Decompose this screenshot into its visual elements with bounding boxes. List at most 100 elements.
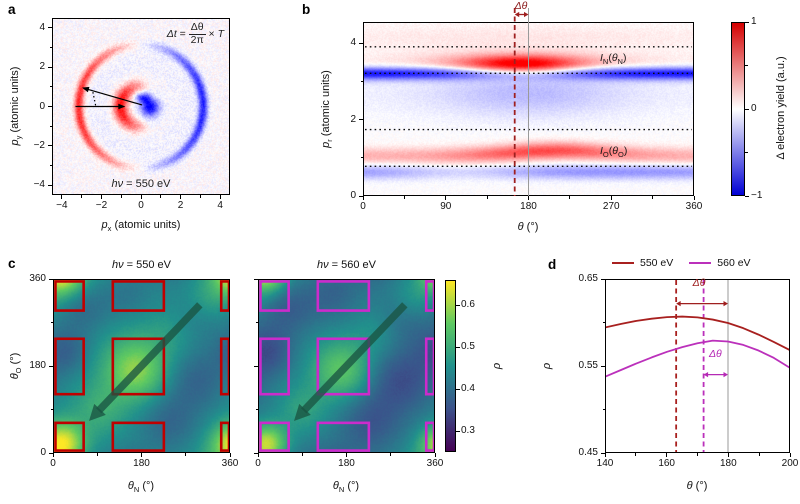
tick-label: 360: [29, 273, 46, 284]
panel-d-xlabel: θ (°): [686, 480, 708, 492]
rho-map-560-plot: [258, 279, 435, 453]
intensity-label-O: IO(θO): [600, 145, 628, 160]
tick-label: 4: [350, 37, 356, 49]
panel-c-left-xlabel: θN (°): [127, 480, 155, 495]
tick-mark: [141, 453, 142, 457]
tick-label: 2: [177, 200, 184, 211]
tick-mark: [160, 195, 162, 198]
tick-label: 90: [440, 201, 452, 212]
tick-mark: [52, 453, 54, 457]
tick-mark: [569, 196, 571, 199]
tick-label: 180: [29, 360, 46, 371]
panel-c-colorbar-label: ρ: [491, 362, 503, 370]
tick-mark: [360, 80, 363, 82]
tick-label: 0.45: [578, 447, 598, 458]
intensity-label-N: IN(θN): [600, 52, 627, 67]
rho-line-svg: [606, 280, 789, 452]
tick-mark: [199, 195, 201, 198]
tick-mark: [403, 196, 405, 199]
tick-mark: [601, 278, 605, 280]
tick-mark: [745, 152, 748, 153]
tick-mark: [140, 195, 142, 199]
legend-swatch-550: [612, 262, 634, 265]
tick-label: 0: [360, 201, 366, 212]
tick-mark: [362, 196, 364, 200]
rho-line-plot: [605, 279, 790, 453]
tick-mark: [758, 453, 760, 456]
tick-mark: [255, 322, 258, 323]
panel-b-ylabel: pr (atomic units): [319, 70, 335, 148]
tick-label: 180: [719, 458, 737, 469]
tick-mark: [49, 452, 53, 454]
tick-mark: [456, 430, 460, 432]
legend-swatch-560: [689, 262, 712, 265]
rho-map-550-overlay: [54, 280, 229, 452]
tick-label: 360: [221, 458, 239, 469]
tick-label: 0.65: [578, 273, 598, 284]
tick-mark: [789, 453, 791, 457]
tick-label: 360: [426, 458, 444, 469]
panel-d-label: d: [548, 257, 557, 272]
tick-mark: [301, 453, 303, 456]
tick-mark: [254, 278, 258, 280]
tick-mark: [96, 453, 98, 456]
tick-mark: [48, 106, 52, 107]
delay-equation: Δt = Δθ 2π × T: [166, 21, 224, 46]
tick-mark: [180, 195, 182, 199]
tick-label: 180: [338, 458, 355, 469]
tick-label: 0: [39, 100, 45, 112]
tick-mark: [50, 322, 53, 323]
tick-mark: [254, 452, 258, 454]
tick-mark: [61, 195, 63, 199]
tick-label: 0.55: [578, 360, 598, 371]
tick-label: −4: [56, 200, 68, 211]
tick-mark: [635, 453, 637, 456]
panel-a-plot: Δt = Δθ 2π × T hν = 550 eV: [52, 18, 230, 195]
tick-label: 1: [751, 16, 757, 27]
tick-mark: [100, 195, 102, 199]
tick-mark: [49, 86, 52, 88]
delta-theta-label-560: Δθ: [709, 348, 722, 361]
tick-mark: [48, 145, 52, 147]
tick-mark: [48, 27, 52, 29]
tick-mark: [49, 365, 53, 367]
tick-mark: [359, 195, 363, 197]
tick-label: 140: [596, 458, 614, 469]
tick-mark: [745, 65, 748, 66]
tick-mark: [528, 196, 529, 200]
tick-label: 0.3: [461, 425, 475, 437]
tick-mark: [255, 409, 258, 410]
tick-mark: [360, 157, 363, 159]
tick-mark: [602, 322, 605, 323]
legend-label-550: 550 eV: [640, 257, 674, 269]
tick-mark: [745, 21, 749, 23]
tick-label: 0: [40, 447, 46, 458]
legend-item-550: 550 eV: [612, 257, 673, 269]
tick-label: 2: [350, 113, 356, 125]
tick-mark: [604, 453, 606, 457]
panel-c-right-xlabel: θN (°): [332, 480, 360, 495]
tick-mark: [602, 409, 605, 410]
panel-b-plot: [363, 22, 694, 196]
tick-mark: [693, 196, 695, 200]
tick-mark: [81, 195, 83, 198]
tick-mark: [390, 453, 392, 456]
panel-b-dotted-lines-overlay: [365, 46, 692, 167]
panel-a-label: a: [8, 2, 16, 17]
tick-label: 0.5: [461, 341, 475, 353]
tick-mark: [257, 453, 259, 457]
tick-mark: [610, 196, 612, 200]
tick-label: 0.4: [461, 383, 475, 395]
tick-mark: [445, 196, 447, 200]
tick-mark: [601, 365, 605, 367]
panel-c-title-550: hν = 550 eV: [111, 259, 172, 271]
rho-map-560-overlay: [259, 280, 434, 452]
tick-label: 4: [39, 21, 45, 33]
tick-mark: [745, 108, 749, 110]
tick-label: −4: [33, 179, 45, 191]
tick-mark: [486, 196, 488, 199]
tick-mark: [229, 453, 231, 457]
panel-a-xlabel: px (atomic units): [101, 219, 181, 234]
tick-mark: [49, 165, 52, 166]
photon-energy-label-a: hν = 550 eV: [111, 178, 171, 190]
